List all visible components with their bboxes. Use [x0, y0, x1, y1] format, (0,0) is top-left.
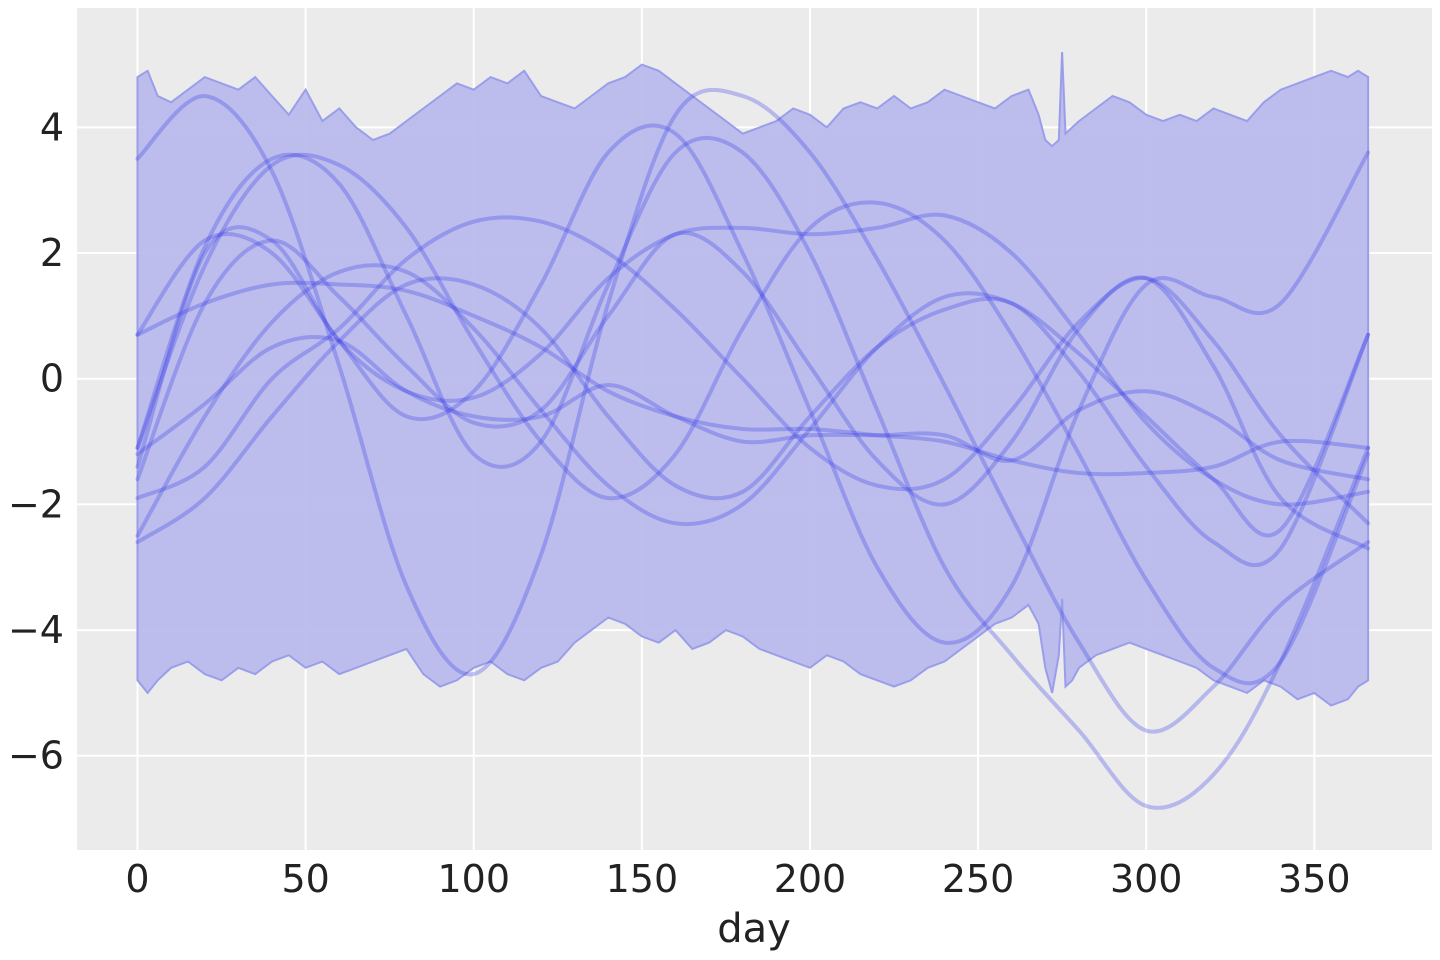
y-tick-labels: 4 2 0 −2 −4 −6	[8, 105, 64, 777]
y-tick-label: 4	[40, 105, 64, 149]
sample-line-9	[135, 263, 1371, 538]
uncertainty-band	[136, 51, 1370, 707]
x-axis-label: day	[717, 906, 791, 952]
sample-line-4	[135, 152, 1371, 686]
hdi-band	[136, 51, 1370, 707]
y-tick-label: −6	[8, 734, 64, 778]
sample-line-11	[135, 335, 1371, 482]
x-tick-label: 250	[942, 857, 1015, 901]
sample-line-3	[135, 123, 1371, 645]
y-tick-label: 2	[40, 231, 64, 275]
sample-line-5	[135, 212, 1371, 507]
x-tick-labels: 0 50 100 150 200 250 300 350	[125, 857, 1350, 901]
x-tick-label: 200	[774, 857, 847, 901]
sample-line-8	[135, 276, 1371, 568]
sample-line-10	[135, 280, 1371, 477]
y-tick-label: −2	[8, 482, 64, 526]
y-tick-label: 0	[40, 357, 64, 401]
x-tick-label: 350	[1278, 857, 1351, 901]
series-lines	[135, 87, 1371, 810]
x-tick-label: 50	[281, 857, 329, 901]
sample-line-2	[135, 135, 1371, 810]
y-tick-label: −4	[8, 608, 64, 652]
sample-line-7	[135, 215, 1371, 526]
x-tick-label: 300	[1110, 857, 1183, 901]
x-tick-label: 150	[606, 857, 679, 901]
sample-line-1	[135, 87, 1371, 734]
sample-line-6	[135, 230, 1371, 551]
x-tick-label: 100	[437, 857, 510, 901]
x-tick-label: 0	[125, 857, 149, 901]
